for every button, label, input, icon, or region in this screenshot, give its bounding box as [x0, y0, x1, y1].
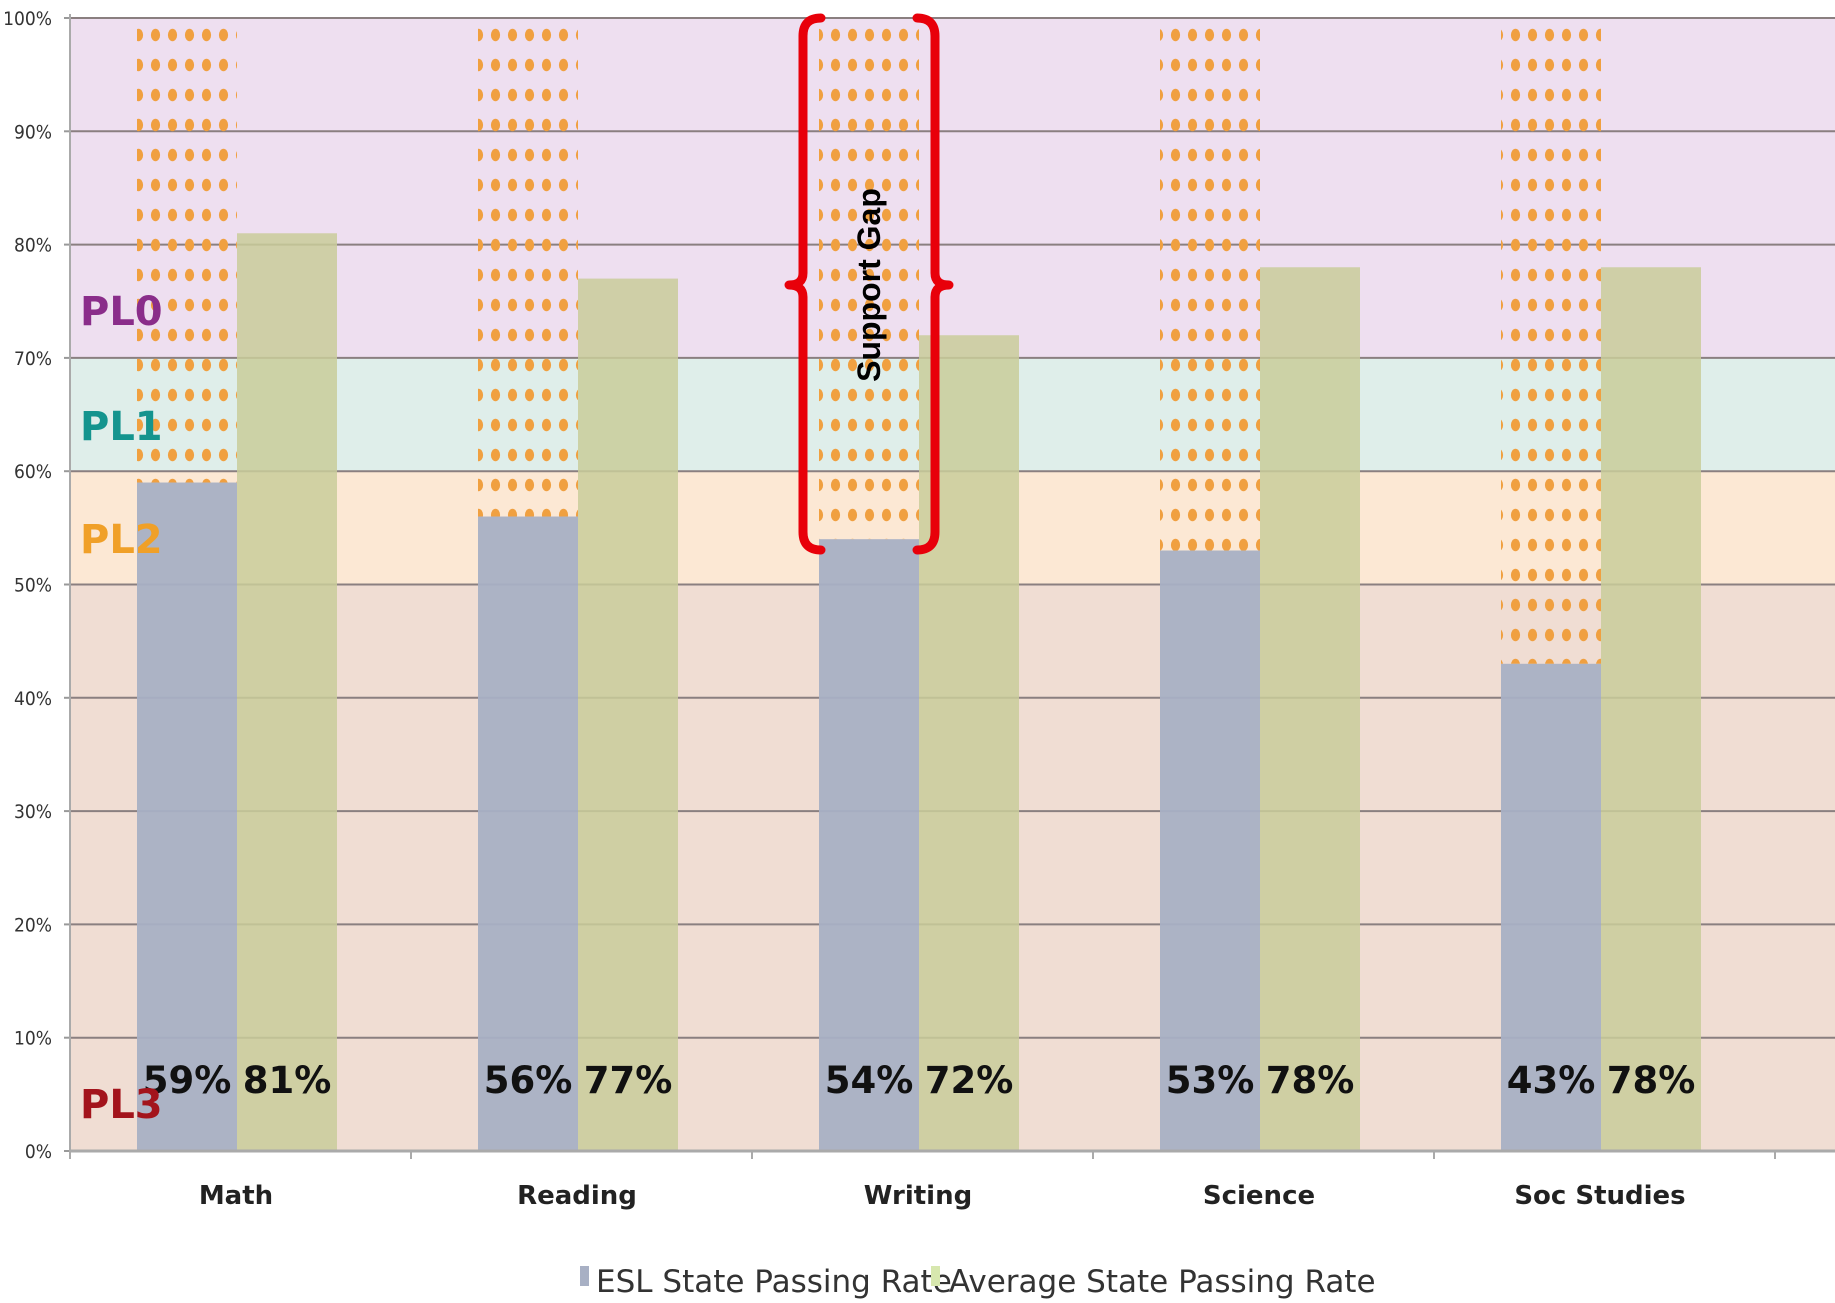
value-label-average: 81%: [243, 1059, 332, 1102]
support-gap-annotation: Support Gap: [784, 13, 954, 555]
legend-swatch-esl: [580, 1266, 589, 1286]
bar-esl: [819, 539, 919, 1151]
support-gap-fill: [819, 18, 919, 540]
value-label-average: 78%: [1607, 1059, 1696, 1102]
support-gap-label: Support Gap: [851, 188, 887, 382]
value-label-esl: 59%: [143, 1059, 232, 1102]
support-gap-fill: [1501, 18, 1601, 664]
x-tick-label: Reading: [517, 1181, 637, 1211]
y-tick-label: 90%: [14, 121, 52, 143]
legend-label-average: Average State Passing Rate: [949, 1264, 1376, 1300]
value-label-esl: 43%: [1507, 1059, 1596, 1102]
support-gap-fill: [137, 18, 237, 483]
value-label-average: 77%: [584, 1059, 673, 1102]
band-label-pl3: PL3: [80, 1082, 163, 1128]
x-tick-label: Soc Studies: [1514, 1181, 1685, 1211]
y-tick-label: 60%: [14, 461, 52, 483]
value-label-average: 72%: [925, 1059, 1014, 1102]
y-tick-label: 50%: [14, 575, 52, 597]
band-label-pl0: PL0: [80, 289, 163, 335]
x-tick-label: Math: [199, 1181, 273, 1211]
bar-esl: [478, 516, 578, 1151]
y-tick-label: 40%: [14, 688, 52, 710]
y-tick-label: 20%: [14, 914, 52, 936]
bar-esl: [137, 482, 237, 1151]
bar-average: [1601, 267, 1701, 1151]
x-tick-label: Writing: [864, 1181, 972, 1211]
value-label-esl: 53%: [1166, 1059, 1255, 1102]
bracket-right: [912, 13, 954, 555]
support-gap-fill: [1160, 18, 1260, 551]
labels: 0% 10% 20% 30% 40% 50% 60% 70% 80% 90% 100% 59% 81% M…: [3, 8, 1695, 1211]
value-label-esl: 54%: [825, 1059, 914, 1102]
y-tick-label: 100%: [3, 8, 52, 30]
x-tick-label: Science: [1203, 1181, 1315, 1211]
bar-esl: [1501, 663, 1601, 1151]
bar-average: [237, 233, 337, 1151]
bracket-left: [784, 13, 826, 555]
legend-swatch-average: [931, 1266, 940, 1286]
bar-average: [1260, 267, 1360, 1151]
bar-average: [578, 278, 678, 1152]
band-label-pl2: PL2: [80, 517, 163, 563]
y-tick-label: 10%: [14, 1028, 52, 1050]
band-label-pl1: PL1: [80, 404, 163, 450]
bar-esl: [1160, 550, 1260, 1151]
y-tick-label: 70%: [14, 348, 52, 370]
support-gap-fills: [137, 18, 1601, 664]
y-tick-label: 80%: [14, 235, 52, 257]
bars: [137, 233, 1701, 1152]
y-tick-label: 0%: [25, 1141, 52, 1163]
value-label-esl: 56%: [484, 1059, 573, 1102]
legend-label-esl: ESL State Passing Rate: [596, 1264, 952, 1300]
value-label-average: 78%: [1266, 1059, 1355, 1102]
support-gap-fill: [478, 18, 578, 517]
axes: [64, 14, 1835, 1159]
y-tick-label: 30%: [14, 801, 52, 823]
